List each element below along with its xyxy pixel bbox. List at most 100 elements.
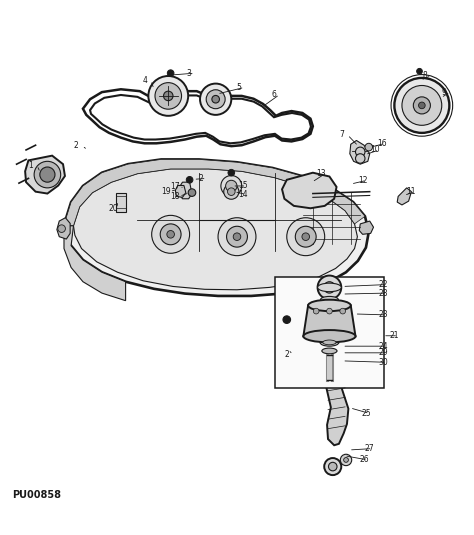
Circle shape	[212, 95, 219, 103]
Text: 5: 5	[236, 83, 241, 92]
Polygon shape	[397, 188, 411, 205]
Text: 3: 3	[186, 68, 191, 78]
Ellipse shape	[323, 340, 336, 345]
Text: 29: 29	[378, 348, 388, 357]
Circle shape	[188, 189, 196, 196]
Polygon shape	[73, 169, 357, 290]
Circle shape	[356, 147, 365, 157]
Circle shape	[34, 162, 61, 188]
Circle shape	[324, 282, 335, 293]
Circle shape	[344, 457, 348, 462]
Polygon shape	[64, 159, 369, 296]
Circle shape	[186, 177, 193, 183]
Polygon shape	[64, 159, 365, 226]
Ellipse shape	[303, 330, 356, 342]
Polygon shape	[179, 182, 192, 199]
Circle shape	[224, 184, 239, 199]
Polygon shape	[350, 141, 370, 164]
Text: 24: 24	[378, 342, 388, 350]
Circle shape	[283, 316, 291, 324]
Text: 2: 2	[284, 350, 289, 359]
Circle shape	[417, 68, 422, 74]
Ellipse shape	[318, 283, 341, 292]
Circle shape	[295, 226, 316, 247]
Circle shape	[226, 180, 237, 192]
Circle shape	[160, 224, 181, 244]
Circle shape	[328, 462, 337, 471]
Circle shape	[221, 175, 242, 196]
Circle shape	[206, 90, 225, 109]
Circle shape	[228, 188, 235, 195]
Circle shape	[58, 225, 65, 232]
Text: 22: 22	[378, 280, 388, 289]
Circle shape	[327, 308, 332, 314]
Polygon shape	[90, 95, 311, 143]
Circle shape	[340, 454, 352, 465]
Circle shape	[402, 86, 442, 125]
Circle shape	[302, 233, 310, 240]
Circle shape	[155, 82, 182, 109]
Circle shape	[287, 218, 325, 256]
Circle shape	[318, 276, 341, 299]
Circle shape	[40, 167, 55, 182]
Text: 14: 14	[238, 190, 247, 199]
Text: 9: 9	[442, 88, 447, 97]
Text: 20: 20	[108, 204, 118, 213]
Bar	[327, 355, 332, 380]
Text: 28: 28	[378, 288, 388, 297]
Ellipse shape	[320, 296, 338, 303]
Text: 4: 4	[142, 76, 147, 85]
Text: 2: 2	[73, 141, 78, 150]
Circle shape	[227, 226, 247, 247]
Circle shape	[356, 154, 365, 163]
Ellipse shape	[320, 339, 339, 346]
Polygon shape	[282, 173, 337, 208]
Text: 16: 16	[377, 139, 386, 148]
Text: 17: 17	[171, 182, 180, 192]
Text: 2: 2	[198, 174, 203, 183]
Circle shape	[200, 83, 231, 115]
Ellipse shape	[322, 348, 337, 354]
Circle shape	[148, 76, 188, 116]
Circle shape	[365, 143, 373, 151]
Bar	[275, 277, 384, 388]
Text: 1: 1	[28, 160, 33, 170]
Text: 25: 25	[361, 409, 371, 418]
Text: 13: 13	[317, 169, 326, 178]
Text: 26: 26	[359, 455, 369, 464]
Circle shape	[228, 170, 235, 176]
Text: 6: 6	[271, 90, 276, 99]
Text: 27: 27	[364, 444, 374, 453]
Text: 30: 30	[378, 358, 388, 367]
Circle shape	[324, 458, 341, 475]
Text: 18: 18	[171, 192, 180, 201]
Ellipse shape	[308, 300, 351, 311]
Polygon shape	[64, 226, 126, 301]
Text: 15: 15	[238, 181, 247, 190]
Polygon shape	[303, 305, 356, 336]
Circle shape	[413, 97, 430, 114]
Text: 7: 7	[339, 131, 344, 139]
Text: PU00858: PU00858	[12, 490, 61, 500]
Circle shape	[394, 78, 449, 133]
Text: 21: 21	[390, 331, 399, 340]
Text: 19: 19	[161, 187, 171, 196]
Circle shape	[167, 231, 174, 238]
Text: 8: 8	[423, 71, 428, 80]
Polygon shape	[175, 186, 186, 197]
Text: 11: 11	[407, 187, 416, 196]
Circle shape	[233, 233, 241, 240]
Polygon shape	[359, 221, 374, 234]
Bar	[116, 193, 126, 211]
Circle shape	[419, 102, 425, 109]
Text: 10: 10	[371, 146, 380, 155]
Circle shape	[164, 91, 173, 101]
Polygon shape	[325, 377, 348, 445]
Text: 12: 12	[358, 176, 368, 185]
Circle shape	[340, 308, 346, 314]
Polygon shape	[25, 156, 65, 194]
Circle shape	[152, 216, 190, 253]
Circle shape	[167, 70, 174, 77]
Polygon shape	[57, 218, 70, 239]
Circle shape	[313, 308, 319, 314]
